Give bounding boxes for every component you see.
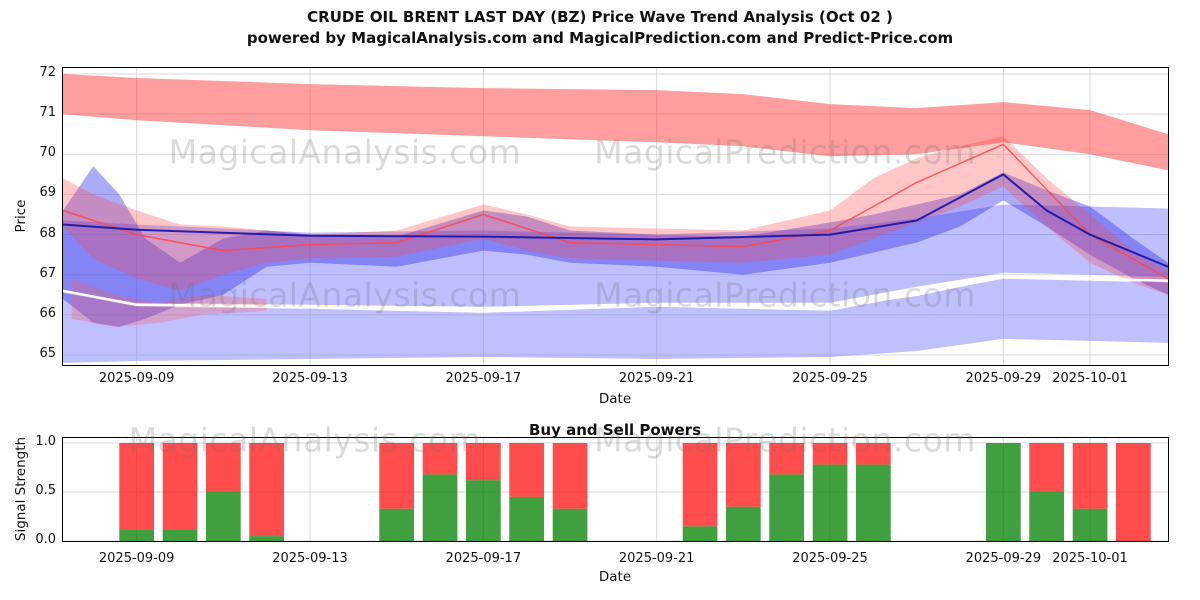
sell-bar — [466, 443, 501, 481]
buy-bar — [1072, 508, 1108, 541]
buy-bar — [769, 474, 804, 541]
sell-bar — [726, 443, 761, 507]
y-tick-label: 69 — [39, 185, 56, 201]
buy-bar — [162, 529, 198, 541]
left-pink-band — [71, 278, 267, 327]
buy-bar — [119, 529, 154, 541]
sell-bar — [1072, 443, 1108, 509]
chart-subtitle: powered by MagicalAnalysis.com and Magic… — [246, 29, 954, 47]
buy-bar — [856, 464, 891, 541]
buy-bar — [422, 474, 458, 541]
x-tick-label: 2025-09-21 — [618, 371, 695, 386]
blue-mid-band — [63, 204, 1168, 307]
x-tick-label: 2025-09-21 — [618, 551, 695, 566]
buy-bar — [509, 496, 544, 541]
x-tick-label: 2025-09-17 — [445, 371, 522, 386]
y-tick-label: 71 — [39, 105, 56, 121]
sell-bar — [162, 443, 198, 530]
buy-bar — [466, 480, 501, 541]
buy-bar — [986, 443, 1021, 541]
buy-bar — [206, 492, 241, 541]
x-tick-label: 2025-09-29 — [965, 371, 1042, 386]
white-median-line — [63, 275, 1168, 313]
x-tick-label: 2025-09-09 — [98, 371, 175, 386]
buy-bar — [249, 536, 284, 541]
buy-bar — [379, 508, 414, 541]
x-tick-label: 2025-09-25 — [792, 551, 868, 566]
sell-bar — [1029, 443, 1064, 492]
x-tick-label: 2025-09-13 — [272, 551, 348, 566]
buy-bar — [552, 508, 588, 541]
y-tick-label: 1.0 — [35, 433, 56, 449]
red-trend-line — [63, 143, 1168, 280]
y-tick-label: 0.0 — [35, 532, 56, 547]
sell-bar — [509, 443, 544, 497]
y-tick-label: 70 — [39, 145, 56, 161]
y-tick-label: 68 — [39, 225, 56, 241]
mid-pink-band — [63, 136, 1168, 295]
y-tick-label: 65 — [39, 345, 56, 361]
sell-bar — [119, 443, 154, 530]
chart-title: CRUDE OIL BRENT LAST DAY (BZ) Price Wave… — [307, 8, 893, 26]
sell-bar — [1116, 443, 1151, 541]
sell-bar — [769, 443, 804, 475]
sell-bar — [379, 443, 414, 509]
x-tick-label: 2025-09-09 — [98, 551, 175, 566]
buy-bar — [812, 464, 848, 541]
sell-bar — [249, 443, 284, 537]
signal-x-axis-label: Date — [598, 569, 632, 585]
sell-bar — [856, 443, 891, 465]
x-tick-label: 2025-09-25 — [792, 371, 868, 386]
sell-bar — [812, 443, 848, 465]
buy-bar — [1029, 492, 1064, 541]
price-x-axis-label: Date — [598, 391, 632, 407]
x-tick-label: 2025-10-01 — [1052, 371, 1128, 386]
y-tick-label: 0.5 — [35, 482, 56, 498]
sell-bar — [682, 443, 718, 527]
signal-chart-plot — [62, 437, 1169, 542]
x-tick-label: 2025-09-13 — [272, 371, 348, 386]
navy-trend-line — [63, 173, 1168, 268]
upper-red-band — [63, 74, 1168, 171]
sell-bar — [552, 443, 588, 509]
blue-dark-band — [63, 166, 1168, 327]
x-tick-label: 2025-09-17 — [445, 551, 522, 566]
buy-bar — [682, 526, 718, 541]
x-tick-label: 2025-10-01 — [1052, 551, 1128, 566]
sell-bar — [422, 443, 458, 475]
buy-bar — [726, 506, 761, 541]
blue-low-band — [63, 278, 1168, 363]
x-tick-label: 2025-09-29 — [965, 551, 1042, 566]
y-tick-label: 72 — [39, 65, 56, 81]
sell-bar — [206, 443, 241, 492]
signal-chart-title: Buy and Sell Powers — [528, 421, 702, 439]
y-tick-label: 67 — [39, 265, 56, 281]
price-chart-plot — [62, 67, 1169, 366]
y-tick-label: 66 — [39, 305, 56, 321]
